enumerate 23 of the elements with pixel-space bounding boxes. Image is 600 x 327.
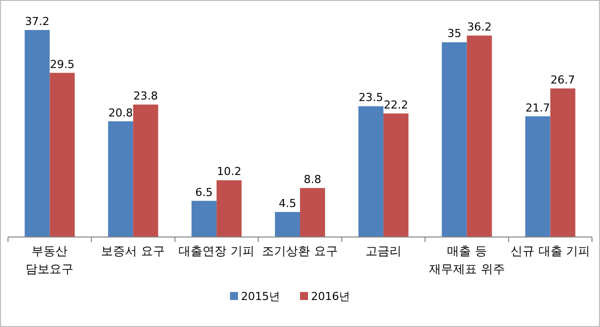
data-label: 26.7	[550, 73, 576, 86]
data-label: 22.2	[384, 98, 408, 112]
legend-label: 2015년	[241, 290, 280, 303]
data-label: 37.2	[24, 15, 50, 28]
data-label: 10.2	[216, 165, 242, 178]
data-label: 6.5	[195, 186, 213, 199]
data-label: 20.8	[108, 106, 133, 120]
data-label: 4.5	[278, 196, 296, 210]
legend-label: 2016년	[311, 290, 350, 303]
x-tick-label: 고금리	[365, 244, 402, 258]
x-tick-label: 신규 대출 기피	[510, 244, 590, 258]
x-tick-label: 조기상환 요구	[262, 244, 338, 258]
x-tick-label: 부동산 담보요구	[26, 244, 74, 276]
data-label: 35	[447, 27, 462, 40]
data-label: 23.5	[358, 91, 384, 104]
data-label: 8.8	[304, 173, 322, 186]
x-tick-label: 대출연장 기피	[178, 244, 254, 258]
data-label: 29.5	[50, 58, 74, 71]
x-tick-label: 매출 등 재무제표 위주	[428, 244, 505, 276]
data-label: 36.2	[467, 20, 492, 34]
x-tick-label: 보증서 요구	[101, 244, 166, 258]
data-label: 21.7	[526, 101, 550, 114]
data-label: 23.8	[133, 90, 158, 103]
